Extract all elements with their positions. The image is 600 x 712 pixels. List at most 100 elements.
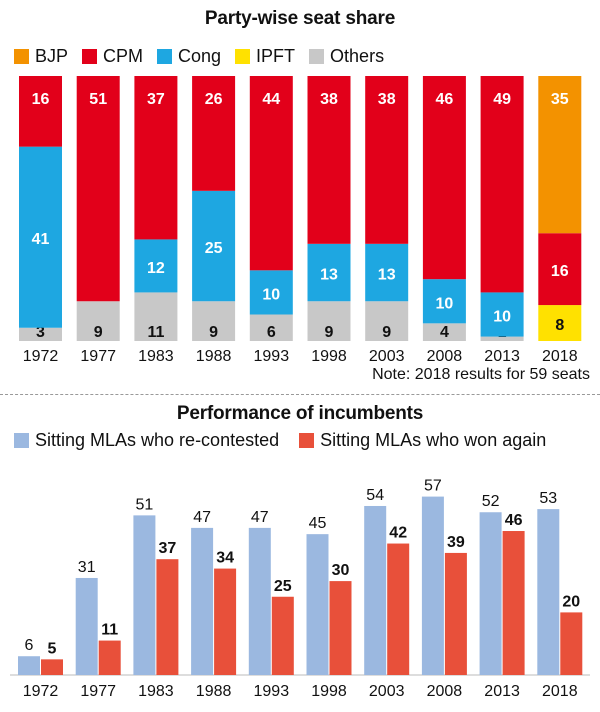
bar-wonagain-2003 xyxy=(387,543,410,675)
data-label-recontested-1983: 51 xyxy=(136,496,154,513)
data-label-cong-1972: 41 xyxy=(32,231,50,248)
bar-segment-cong-1998 xyxy=(307,243,351,302)
data-label-others-1988: 9 xyxy=(209,324,218,341)
bar-segment-cong-1983 xyxy=(134,239,178,293)
bar-recontested-2018 xyxy=(537,509,560,675)
legend-label-wonagain: Sitting MLAs who won again xyxy=(320,430,547,450)
bar-segment-ipft-2018 xyxy=(538,305,582,341)
bar-segment-others-1972 xyxy=(19,327,62,341)
tick-label-2008: 2008 xyxy=(427,348,463,365)
tick-label-1988: 1988 xyxy=(196,348,232,365)
legend-swatch-bjp xyxy=(14,49,29,64)
bar-segment-cpm-1983 xyxy=(134,76,178,240)
bar-segment-others-1977 xyxy=(76,301,120,341)
data-label-wonagain-2013: 46 xyxy=(505,512,523,529)
legend-label-others: Others xyxy=(330,46,385,66)
bar-wonagain-1972 xyxy=(41,659,63,675)
tick-label-incumbents-2018: 2018 xyxy=(542,683,578,700)
data-label-others-1998: 9 xyxy=(325,324,334,341)
bar-recontested-1998 xyxy=(306,534,329,675)
bar-segment-others-2013 xyxy=(480,336,524,341)
bar-segment-cpm-2018 xyxy=(538,233,582,306)
data-label-recontested-1972: 6 xyxy=(25,637,34,654)
bar-segment-cpm-1972 xyxy=(19,76,62,147)
bar-segment-cong-2003 xyxy=(365,243,409,302)
stacked-bar-chart-seat-share: 3411619729511977111237198392526198861044… xyxy=(19,76,582,365)
chart-title-incumbents: Performance of incumbents xyxy=(176,403,424,424)
legend-swatch-ipft xyxy=(235,49,251,64)
bar-wonagain-2018 xyxy=(560,612,583,675)
bar-wonagain-1998 xyxy=(329,581,352,675)
data-label-recontested-1993: 47 xyxy=(251,509,269,526)
bar-segment-others-1993 xyxy=(249,314,293,341)
tick-label-1998: 1998 xyxy=(311,348,347,365)
data-label-bjp-2018: 35 xyxy=(551,91,569,108)
data-label-ipft-2018: 8 xyxy=(555,317,564,334)
data-label-cong-1983: 12 xyxy=(147,260,165,277)
tick-label-incumbents-1998: 1998 xyxy=(311,683,347,700)
tick-label-1977: 1977 xyxy=(80,348,116,365)
tick-label-incumbents-1977: 1977 xyxy=(80,683,116,700)
bar-segment-others-2003 xyxy=(365,301,409,341)
legend-swatch-recontested xyxy=(14,433,29,448)
tick-label-1972: 1972 xyxy=(23,348,59,365)
data-label-recontested-1977: 31 xyxy=(78,559,96,576)
legend-swatch-cpm xyxy=(82,49,98,64)
data-label-cpm-2013: 49 xyxy=(493,91,511,108)
bar-wonagain-1988 xyxy=(214,568,237,675)
legend-item-bjp: BJP xyxy=(14,46,68,67)
data-label-others-2003: 9 xyxy=(382,324,391,341)
bar-segment-others-1998 xyxy=(307,301,351,341)
data-label-recontested-2013: 52 xyxy=(482,493,500,510)
bar-segment-cpm-2008 xyxy=(422,76,466,280)
data-label-wonagain-1983: 37 xyxy=(159,540,177,557)
legend-item-wonagain: Sitting MLAs who won again xyxy=(299,430,546,451)
bar-segment-others-1983 xyxy=(134,292,178,341)
tick-label-1993: 1993 xyxy=(254,348,290,365)
tick-label-incumbents-1972: 1972 xyxy=(23,683,59,700)
bar-recontested-2013 xyxy=(479,512,502,675)
data-label-wonagain-1972: 5 xyxy=(48,640,57,657)
bar-recontested-1983 xyxy=(133,515,156,675)
bar-recontested-1988 xyxy=(191,527,214,675)
legend-label-bjp: BJP xyxy=(35,46,69,66)
tick-label-incumbents-1988: 1988 xyxy=(196,683,232,700)
data-label-cpm-1983: 37 xyxy=(147,91,165,108)
data-label-wonagain-1977: 11 xyxy=(101,622,118,639)
bar-recontested-1972 xyxy=(18,656,40,675)
data-label-cpm-1972: 16 xyxy=(32,91,50,108)
data-label-cong-2008: 10 xyxy=(436,295,454,312)
bar-segment-bjp-2018 xyxy=(538,76,582,234)
legend-incumbents: Sitting MLAs who re-contested Sitting ML… xyxy=(14,430,566,451)
data-label-cpm-2008: 46 xyxy=(436,91,454,108)
tick-label-2013: 2013 xyxy=(484,348,520,365)
bar-segment-others-2008 xyxy=(422,323,466,341)
bar-recontested-1993 xyxy=(248,527,271,675)
data-label-wonagain-1998: 30 xyxy=(332,562,350,579)
bar-segment-cong-2013 xyxy=(480,292,524,337)
section-divider xyxy=(0,394,600,395)
bar-recontested-1977 xyxy=(75,577,98,675)
tick-label-incumbents-2013: 2013 xyxy=(484,683,520,700)
data-label-others-1993: 6 xyxy=(267,324,276,341)
legend-label-cong: Cong xyxy=(178,46,222,66)
data-label-cong-1988: 25 xyxy=(205,240,223,257)
bar-segment-cpm-2013 xyxy=(480,76,524,293)
legend-swatch-wonagain xyxy=(299,433,315,448)
data-label-cpm-1998: 38 xyxy=(320,91,338,108)
data-label-cpm-1988: 26 xyxy=(205,91,223,108)
chart-title-seat-share: Party-wise seat share xyxy=(204,8,396,29)
data-label-wonagain-1993: 25 xyxy=(274,578,292,595)
data-label-others-1977: 9 xyxy=(94,324,103,341)
legend-swatch-cong xyxy=(157,49,173,64)
bar-segment-cpm-2003 xyxy=(365,76,409,244)
bar-wonagain-2013 xyxy=(502,531,525,675)
bar-recontested-2003 xyxy=(364,505,387,675)
bar-segment-cong-1988 xyxy=(192,190,236,302)
data-label-recontested-2003: 54 xyxy=(366,487,384,504)
data-label-cong-1993: 10 xyxy=(262,286,280,303)
bar-segment-cong-1993 xyxy=(249,270,293,315)
data-label-wonagain-2003: 42 xyxy=(389,525,407,542)
